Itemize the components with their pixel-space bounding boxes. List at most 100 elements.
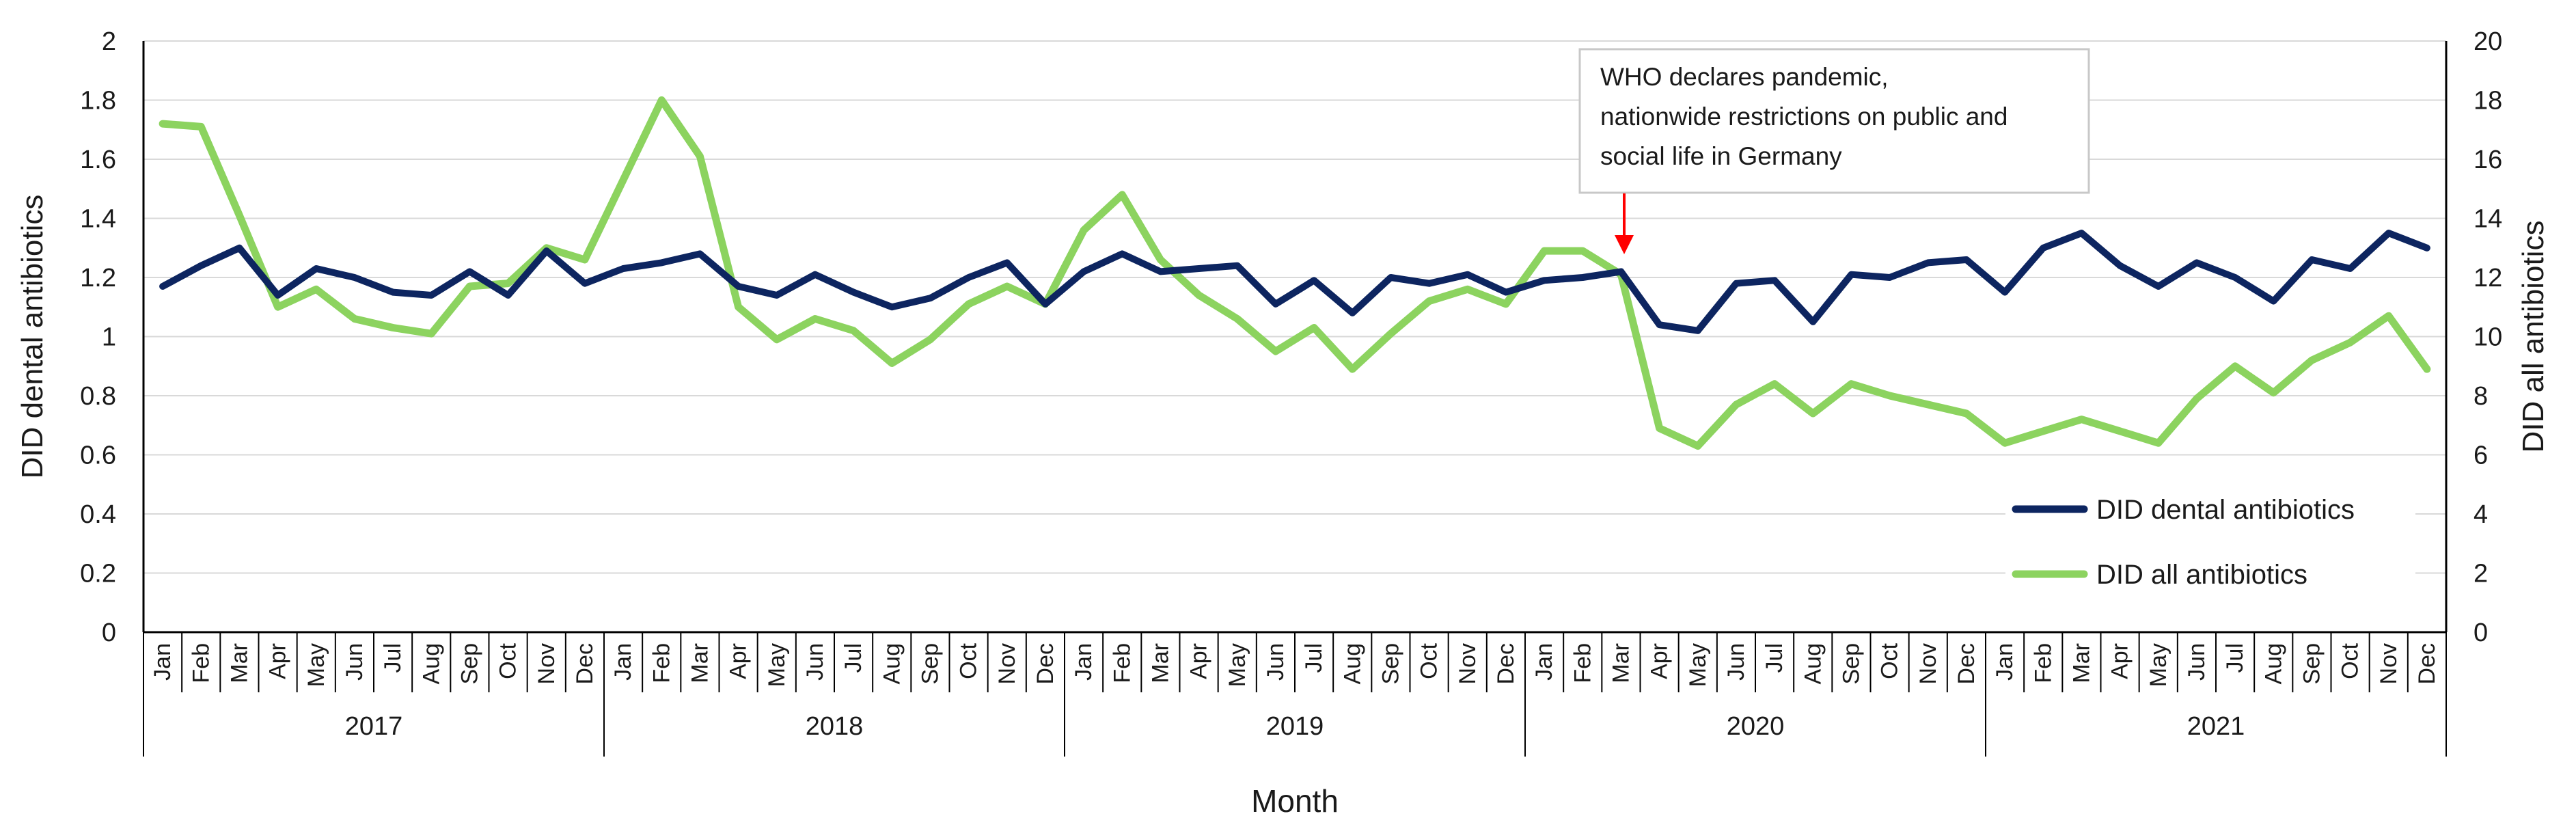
year-label: 2021 bbox=[2187, 712, 2245, 741]
month-label: Sep bbox=[1838, 643, 1864, 685]
left-tick-label: 2 bbox=[102, 27, 116, 56]
data-point bbox=[2350, 342, 2351, 343]
month-label: Oct bbox=[956, 642, 982, 679]
month-label: Jan bbox=[610, 643, 636, 681]
month-label: Jul bbox=[840, 643, 866, 672]
annotation-text: social life in Germany bbox=[1600, 142, 1842, 170]
data-point bbox=[238, 247, 240, 249]
right-tick-label: 10 bbox=[2474, 323, 2502, 352]
month-label: Feb bbox=[1570, 643, 1595, 683]
right-tick-label: 6 bbox=[2474, 441, 2488, 470]
annotation-text: WHO declares pandemic, bbox=[1600, 63, 1889, 91]
month-label: Dec bbox=[1493, 643, 1519, 684]
month-label: Apr bbox=[1647, 643, 1673, 679]
month-label: Feb bbox=[1109, 643, 1135, 683]
month-label: Jun bbox=[2184, 643, 2210, 681]
month-label: May bbox=[764, 643, 790, 687]
right-tick-label: 18 bbox=[2474, 87, 2502, 115]
month-label: Nov bbox=[2376, 643, 2402, 684]
right-tick-label: 0 bbox=[2474, 619, 2488, 647]
month-label: Apr bbox=[726, 643, 752, 679]
data-point bbox=[1659, 428, 1660, 429]
data-point bbox=[2196, 262, 2197, 263]
month-label: Jan bbox=[1992, 643, 2018, 681]
data-point bbox=[1544, 280, 1545, 281]
month-label: Oct bbox=[1416, 642, 1442, 679]
data-point bbox=[546, 250, 547, 252]
month-label: Mar bbox=[226, 643, 252, 683]
annotation-text: nationwide restrictions on public and bbox=[1600, 103, 2008, 131]
month-label: Mar bbox=[687, 643, 713, 683]
left-tick-label: 1 bbox=[102, 323, 116, 352]
data-point bbox=[661, 262, 662, 263]
month-label: Aug bbox=[879, 643, 905, 685]
month-label: Nov bbox=[1915, 643, 1941, 684]
month-label: Jul bbox=[380, 643, 406, 672]
left-tick-label: 1.2 bbox=[80, 264, 116, 293]
month-label: Jun bbox=[1723, 643, 1749, 681]
left-tick-label: 1.4 bbox=[80, 205, 116, 234]
data-point bbox=[238, 215, 240, 216]
month-label: Jan bbox=[1071, 643, 1097, 681]
left-tick-label: 1.6 bbox=[80, 146, 116, 174]
axis-labels: DID dental antibiotics DID all antibiotic… bbox=[16, 195, 2550, 819]
month-label: Nov bbox=[1455, 643, 1481, 684]
data-point bbox=[1352, 312, 1353, 314]
month-label: Feb bbox=[188, 643, 214, 683]
data-point bbox=[814, 274, 816, 275]
month-label: May bbox=[1224, 643, 1250, 687]
month-label: Feb bbox=[648, 643, 674, 683]
right-tick-label: 8 bbox=[2474, 382, 2488, 411]
data-point bbox=[929, 297, 931, 299]
data-point bbox=[1275, 351, 1276, 352]
right-tick-label: 4 bbox=[2474, 500, 2488, 529]
right-tick-label: 2 bbox=[2474, 560, 2488, 588]
month-label: Aug bbox=[1800, 643, 1826, 685]
series-dental bbox=[159, 230, 2430, 334]
year-label: 2018 bbox=[806, 712, 864, 741]
data-point bbox=[814, 318, 816, 320]
data-point bbox=[1313, 280, 1315, 281]
month-label: Oct bbox=[1877, 642, 1903, 679]
data-point bbox=[354, 318, 355, 320]
data-point bbox=[200, 265, 202, 267]
legend: DID dental antibiotics DID all antibiotic… bbox=[2005, 480, 2415, 600]
month-label: Dec bbox=[2414, 643, 2440, 684]
year-label: 2019 bbox=[1266, 712, 1324, 741]
month-label: Jun bbox=[342, 643, 368, 681]
data-point bbox=[1275, 303, 1276, 305]
data-point bbox=[2081, 419, 2082, 420]
month-label: May bbox=[2146, 643, 2171, 687]
month-label: Aug bbox=[2260, 643, 2286, 685]
month-label: Jul bbox=[1301, 643, 1327, 672]
month-label: Oct bbox=[2338, 642, 2363, 679]
data-point bbox=[738, 306, 739, 308]
data-point bbox=[1505, 303, 1507, 305]
data-point bbox=[2234, 277, 2236, 278]
month-label: Mar bbox=[2068, 643, 2094, 683]
left-tick-label: 0.8 bbox=[80, 382, 116, 411]
data-point bbox=[776, 339, 778, 340]
data-point bbox=[2388, 232, 2389, 234]
month-label: Aug bbox=[418, 643, 444, 685]
data-point bbox=[392, 327, 394, 329]
month-label: Sep bbox=[2299, 643, 2325, 685]
data-point bbox=[1160, 271, 1161, 272]
data-point bbox=[1697, 330, 1699, 331]
month-label: Apr bbox=[2107, 643, 2133, 679]
data-point bbox=[1582, 250, 1583, 252]
annotation: WHO declares pandemic, nationwide restric… bbox=[1578, 48, 2090, 254]
left-tick-label: 1.8 bbox=[80, 87, 116, 115]
month-label: Sep bbox=[917, 643, 943, 685]
data-point bbox=[354, 277, 355, 278]
axes: 0 0 0.2 2 0.4 4 0.6 6 0.8 8 1 10 1.2 12 1.4 14 1.6 16 1.8 1… bbox=[80, 27, 2502, 757]
legend-label: DID all antibiotics bbox=[2096, 560, 2307, 590]
x-axis-title: Month bbox=[1251, 783, 1339, 819]
data-point bbox=[1352, 368, 1353, 370]
month-label: Mar bbox=[1147, 643, 1173, 683]
data-point bbox=[853, 330, 854, 331]
data-point bbox=[1467, 274, 1468, 275]
right-tick-label: 12 bbox=[2474, 264, 2502, 293]
month-label: Apr bbox=[1186, 643, 1212, 679]
